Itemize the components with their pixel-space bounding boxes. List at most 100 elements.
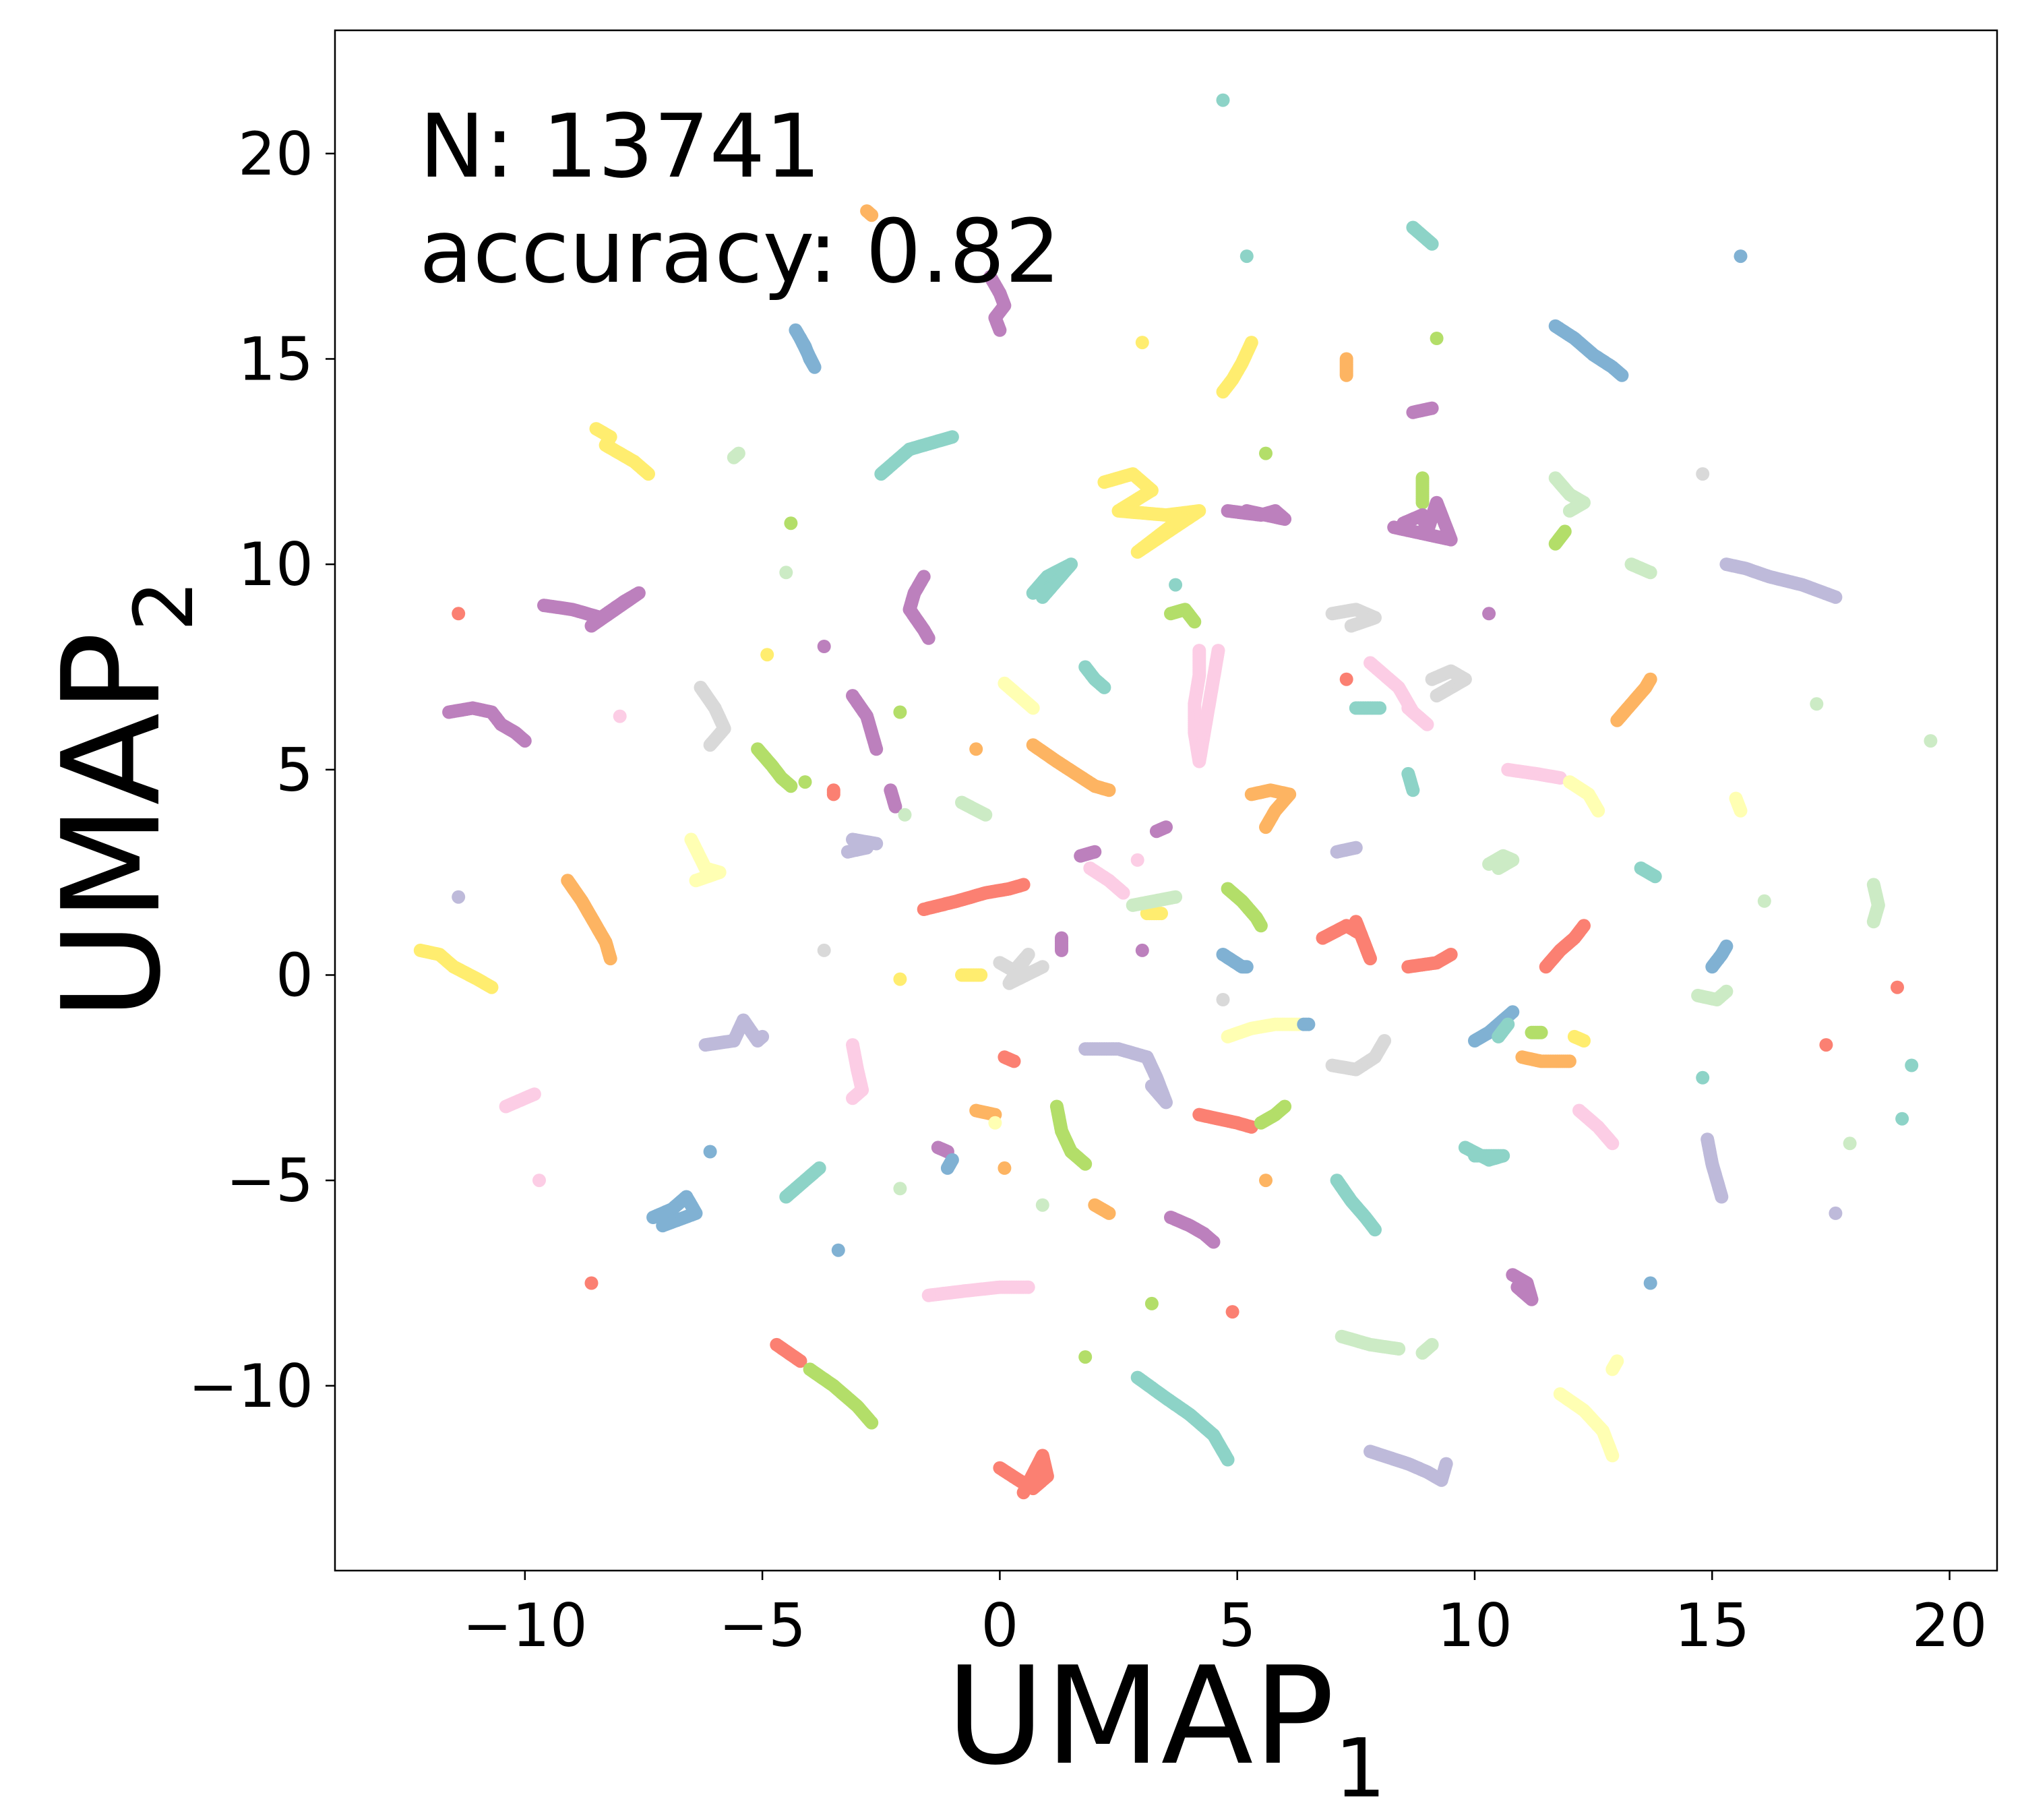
cluster-104: [998, 1050, 1021, 1068]
data-point: [1169, 890, 1183, 904]
data-point: [893, 1182, 907, 1196]
data-point: [584, 619, 599, 633]
cluster-99: [1297, 1017, 1316, 1031]
cluster-88: [1691, 984, 1734, 1006]
data-point: [865, 208, 879, 222]
data-point: [1149, 824, 1163, 839]
cluster-41: [846, 689, 884, 756]
cluster-44: [1078, 660, 1111, 694]
cluster-82: [1126, 890, 1183, 912]
data-point: [1102, 783, 1116, 797]
data-point: [1349, 915, 1363, 929]
data-point: [1444, 948, 1458, 961]
data-point: [1430, 689, 1444, 703]
x-tick-label: 10: [1437, 1591, 1512, 1660]
x-tick-label: −5: [718, 1591, 806, 1660]
cluster-42: [893, 705, 907, 719]
cluster-72: [1330, 841, 1363, 859]
cluster-147: [1078, 1350, 1093, 1364]
data-point: [921, 631, 936, 645]
cluster-148: [1130, 1370, 1235, 1467]
cluster-81: [1140, 907, 1168, 921]
y-axis-title-subscript: 2: [118, 580, 212, 632]
cluster-137: [1829, 1206, 1843, 1220]
data-point: [1349, 841, 1363, 855]
cluster-14: [1259, 446, 1273, 460]
cluster-124: [779, 1161, 826, 1204]
cluster-144: [1643, 1276, 1657, 1290]
cluster-67: [1501, 762, 1567, 785]
cluster-8: [1097, 467, 1206, 559]
cluster-68: [1562, 775, 1605, 818]
data-point: [1406, 783, 1420, 797]
data-point: [1829, 1206, 1843, 1220]
data-point: [1097, 680, 1111, 694]
cluster-130: [1088, 1198, 1116, 1220]
data-point: [1211, 644, 1225, 658]
cluster-33: [1026, 557, 1078, 604]
data-point: [485, 980, 499, 994]
data-point: [945, 430, 959, 444]
cluster-118: [1696, 1070, 1710, 1085]
cluster-85: [1401, 948, 1458, 974]
cluster-110: [1254, 1099, 1292, 1130]
cluster-153: [993, 1449, 1054, 1500]
cluster-105: [1078, 1042, 1173, 1110]
data-point: [945, 1153, 959, 1167]
cluster-114: [1525, 1025, 1548, 1039]
cluster-11: [1135, 336, 1149, 350]
cluster-117: [1572, 1103, 1620, 1151]
cluster-116: [1515, 1050, 1576, 1068]
data-point: [846, 1091, 859, 1105]
cluster-48: [1026, 738, 1116, 797]
data-point: [1734, 249, 1748, 264]
cluster-22: [1415, 471, 1430, 510]
data-point: [603, 952, 617, 966]
cluster-74: [1634, 861, 1662, 884]
cluster-146: [803, 1362, 879, 1430]
cluster-54: [1149, 820, 1173, 839]
cluster-26: [1624, 557, 1657, 580]
cluster-34: [1169, 578, 1183, 592]
data-point: [656, 1219, 670, 1233]
x-tick-label: 0: [981, 1591, 1018, 1660]
cluster-108: [1049, 1099, 1093, 1171]
cluster-50: [898, 808, 912, 822]
data-point: [1905, 1058, 1919, 1072]
y-tick-label: −10: [188, 1352, 313, 1421]
data-point: [1016, 878, 1031, 892]
data-point: [998, 1161, 1012, 1175]
cluster-46: [826, 783, 840, 801]
data-point: [1135, 336, 1149, 350]
data-point: [1259, 446, 1273, 460]
data-point: [1425, 401, 1439, 415]
cluster-78: [561, 874, 617, 966]
cluster-45: [1188, 644, 1225, 768]
data-point: [527, 1087, 541, 1101]
data-point: [1021, 1280, 1035, 1294]
cluster-66: [1924, 734, 1938, 748]
data-point: [1605, 1449, 1620, 1463]
data-point: [1643, 672, 1657, 686]
data-point: [689, 874, 703, 888]
cluster-32: [902, 570, 936, 645]
cluster-0: [789, 323, 822, 374]
data-point: [893, 705, 907, 719]
cluster-21: [1696, 467, 1710, 481]
data-point: [1259, 1174, 1273, 1188]
data-point: [1387, 520, 1401, 535]
data-point: [1605, 1362, 1620, 1376]
cluster-20: [1734, 249, 1748, 264]
cluster-151: [1605, 1354, 1624, 1376]
cluster-61: [1425, 664, 1472, 703]
cluster-119: [1819, 1038, 1833, 1052]
data-point: [1648, 870, 1662, 884]
cluster-93: [955, 968, 988, 982]
data-point: [1615, 368, 1629, 382]
data-point: [1819, 1038, 1833, 1052]
cluster-3: [589, 422, 655, 481]
cluster-65: [1810, 697, 1824, 711]
annotation-accuracy: accuracy: 0.82: [419, 200, 1061, 303]
data-point: [1715, 1190, 1729, 1204]
data-point: [893, 972, 907, 986]
